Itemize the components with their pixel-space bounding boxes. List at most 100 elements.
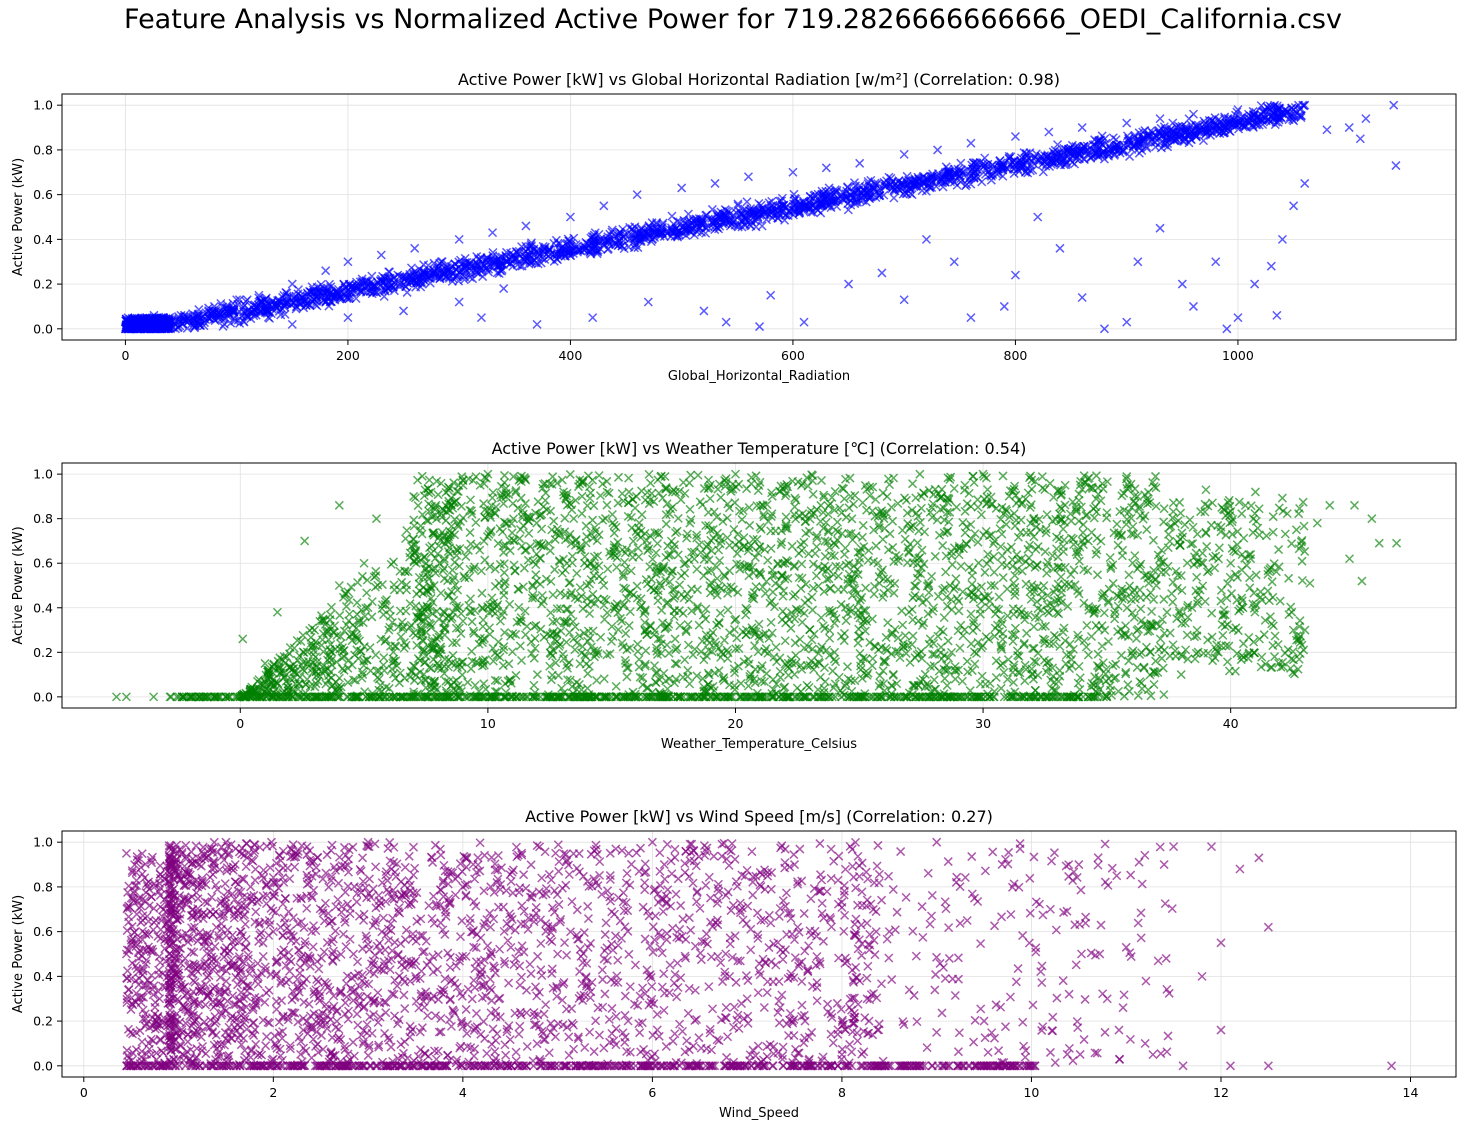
data-point <box>472 541 482 551</box>
data-point <box>1142 525 1152 535</box>
figure-title: Feature Analysis vs Normalized Active Po… <box>124 4 1342 35</box>
data-point <box>498 499 509 509</box>
data-point <box>1156 123 1166 133</box>
data-point <box>794 548 804 558</box>
data-point <box>577 509 587 519</box>
data-point <box>979 530 989 540</box>
data-point <box>629 240 640 250</box>
data-point <box>1147 606 1157 617</box>
data-point <box>839 636 849 646</box>
data-point <box>1113 601 1123 611</box>
data-point <box>598 479 608 489</box>
data-point <box>823 563 833 573</box>
data-point <box>1149 679 1159 690</box>
data-point <box>1053 140 1063 150</box>
data-point <box>694 540 704 550</box>
data-point <box>675 580 685 590</box>
data-point <box>889 557 899 567</box>
data-point <box>649 661 660 671</box>
data-point <box>594 470 604 481</box>
data-point <box>1045 152 1055 162</box>
data-point <box>1108 578 1118 588</box>
data-point <box>1125 151 1135 161</box>
data-point <box>1188 301 1198 311</box>
data-point <box>1040 547 1050 557</box>
data-point <box>955 643 965 653</box>
data-point <box>911 493 921 503</box>
data-point <box>1022 628 1032 638</box>
data-point <box>899 295 909 305</box>
data-point <box>575 583 585 593</box>
data-point <box>924 588 934 598</box>
data-point <box>941 551 951 561</box>
data-point <box>499 568 509 578</box>
data-point <box>1129 585 1139 595</box>
data-point <box>1008 604 1018 614</box>
data-point <box>433 490 443 500</box>
data-point <box>1067 654 1077 664</box>
data-point <box>516 655 527 666</box>
data-point <box>766 617 776 627</box>
data-point <box>818 621 828 631</box>
data-point <box>1228 119 1238 129</box>
data-point <box>1111 659 1121 669</box>
data-point <box>436 588 446 598</box>
data-point <box>603 564 613 574</box>
data-point <box>589 501 599 511</box>
data-point <box>998 573 1008 583</box>
y-tick-label: 0.4 <box>33 232 53 247</box>
data-point <box>627 523 637 533</box>
data-point <box>625 643 635 653</box>
data-point <box>1078 528 1088 538</box>
data-point <box>1121 621 1131 631</box>
data-point <box>968 626 978 636</box>
x-tick-label: 600 <box>781 348 805 363</box>
data-point <box>599 674 609 684</box>
data-point <box>410 243 420 253</box>
data-point <box>781 512 791 522</box>
data-point <box>816 208 826 218</box>
data-point <box>900 493 910 503</box>
data-point <box>775 653 785 663</box>
data-point <box>949 257 959 267</box>
data-point <box>521 545 531 555</box>
x-tick-label: 1000 <box>1222 348 1254 363</box>
data-point <box>841 512 851 522</box>
data-point <box>816 613 826 623</box>
data-point <box>1124 570 1134 580</box>
data-point <box>624 621 634 631</box>
data-point <box>805 625 815 635</box>
data-point <box>1049 630 1059 640</box>
data-point <box>549 516 559 526</box>
data-point <box>643 297 653 307</box>
data-point <box>680 655 690 665</box>
data-point <box>1155 114 1165 124</box>
data-point <box>699 571 709 581</box>
data-point <box>612 562 622 572</box>
data-point <box>605 236 615 246</box>
data-point <box>602 500 612 510</box>
data-point <box>609 528 619 538</box>
data-point <box>488 487 498 498</box>
data-point <box>757 221 767 231</box>
data-point <box>878 534 888 544</box>
data-point <box>467 646 477 656</box>
data-point <box>962 656 972 666</box>
data-point <box>515 524 525 535</box>
data-point <box>321 266 331 276</box>
data-point <box>966 501 976 512</box>
data-point <box>898 620 908 630</box>
data-point <box>844 503 854 513</box>
data-point <box>954 550 964 560</box>
data-point <box>642 683 652 693</box>
data-point <box>583 669 593 679</box>
data-point <box>496 260 506 270</box>
data-point <box>737 514 747 524</box>
data-point <box>1091 471 1101 481</box>
data-point <box>634 518 644 528</box>
data-point <box>468 274 478 284</box>
data-point <box>499 585 509 595</box>
data-point <box>1130 551 1140 561</box>
data-point <box>938 182 948 192</box>
data-point <box>497 527 507 537</box>
